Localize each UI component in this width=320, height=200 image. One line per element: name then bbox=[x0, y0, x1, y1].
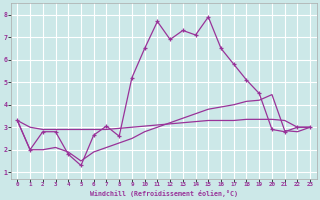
X-axis label: Windchill (Refroidissement éolien,°C): Windchill (Refroidissement éolien,°C) bbox=[90, 190, 238, 197]
